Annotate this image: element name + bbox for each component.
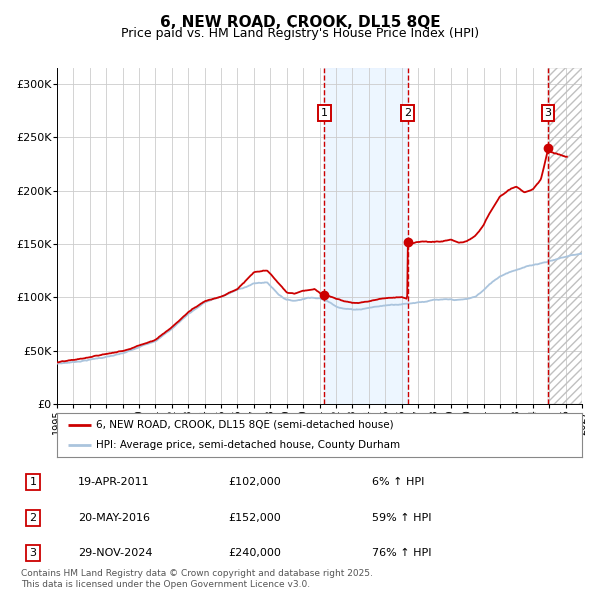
- Text: 1: 1: [29, 477, 37, 487]
- Text: 20-MAY-2016: 20-MAY-2016: [78, 513, 150, 523]
- Text: £240,000: £240,000: [228, 548, 281, 558]
- Text: 6% ↑ HPI: 6% ↑ HPI: [372, 477, 424, 487]
- Text: 2: 2: [404, 108, 412, 118]
- Bar: [548, 68, 582, 404]
- Text: £102,000: £102,000: [228, 477, 281, 487]
- Text: 59% ↑ HPI: 59% ↑ HPI: [372, 513, 431, 523]
- Text: HPI: Average price, semi-detached house, County Durham: HPI: Average price, semi-detached house,…: [97, 440, 401, 450]
- Text: 19-APR-2011: 19-APR-2011: [78, 477, 149, 487]
- Text: 3: 3: [544, 108, 551, 118]
- Text: 6, NEW ROAD, CROOK, DL15 8QE: 6, NEW ROAD, CROOK, DL15 8QE: [160, 15, 440, 30]
- Text: 6, NEW ROAD, CROOK, DL15 8QE (semi-detached house): 6, NEW ROAD, CROOK, DL15 8QE (semi-detac…: [97, 420, 394, 430]
- Text: Price paid vs. HM Land Registry's House Price Index (HPI): Price paid vs. HM Land Registry's House …: [121, 27, 479, 40]
- Text: Contains HM Land Registry data © Crown copyright and database right 2025.
This d: Contains HM Land Registry data © Crown c…: [21, 569, 373, 589]
- Text: £152,000: £152,000: [228, 513, 281, 523]
- Bar: [325, 68, 408, 404]
- Text: 1: 1: [321, 108, 328, 118]
- Text: 76% ↑ HPI: 76% ↑ HPI: [372, 548, 431, 558]
- Bar: [548, 68, 582, 404]
- Text: 29-NOV-2024: 29-NOV-2024: [78, 548, 152, 558]
- Text: 3: 3: [29, 548, 37, 558]
- Text: 2: 2: [29, 513, 37, 523]
